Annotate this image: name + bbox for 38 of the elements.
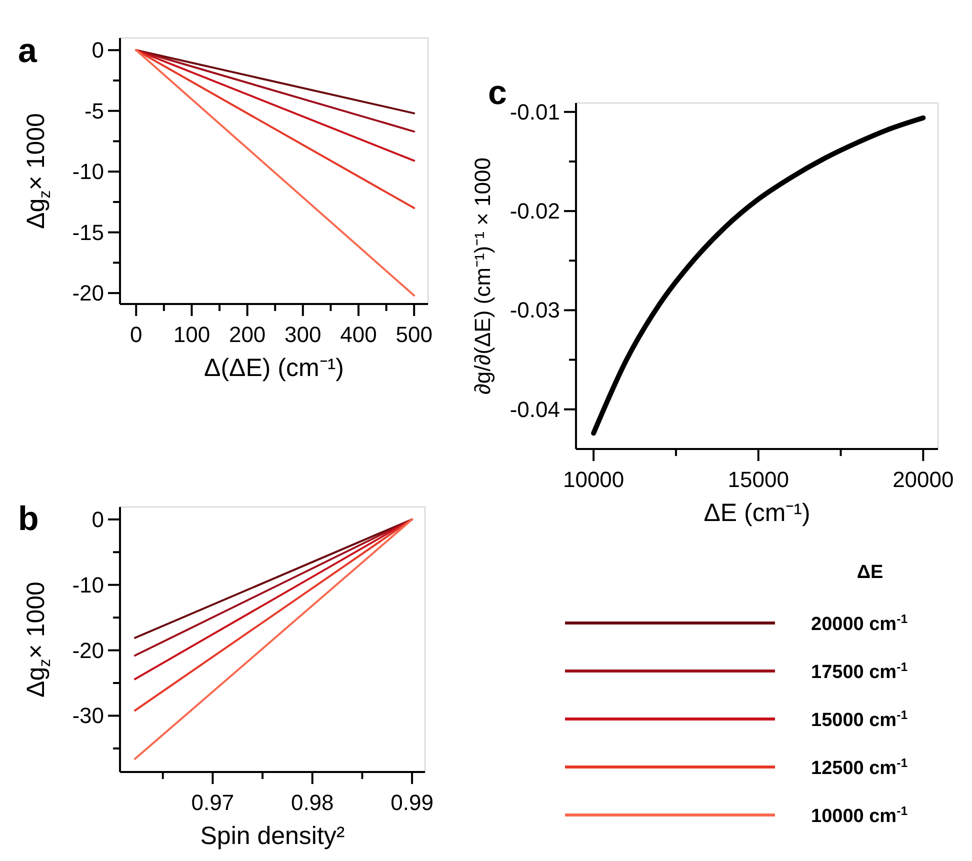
x-axis-title: Spin density² bbox=[200, 822, 345, 850]
x-tick-label: 400 bbox=[340, 322, 377, 347]
y-tick-label: -0.01 bbox=[510, 99, 560, 124]
text: 15000 cm$^{-1}$ bbox=[811, 708, 908, 731]
y-tick-label: -30 bbox=[72, 703, 104, 728]
y-tick-label: 0 bbox=[92, 506, 104, 532]
x-tick-label: 0.98 bbox=[290, 790, 334, 815]
y-tick-label: -10 bbox=[72, 159, 104, 184]
x-tick-label: 0.99 bbox=[390, 790, 434, 815]
legend-title: ΔE bbox=[856, 562, 884, 583]
y-tick-label: -0.04 bbox=[510, 396, 560, 422]
chart-title: a bbox=[18, 32, 38, 70]
y-tick-label: -15 bbox=[72, 220, 104, 245]
y-tick-label: -5 bbox=[84, 98, 104, 124]
x-tick-label: 200 bbox=[228, 322, 266, 347]
y-tick-label: -20 bbox=[72, 280, 104, 306]
x-axis-title: ΔE (cm⁻¹) bbox=[704, 499, 810, 527]
text: 12500 cm$^{-1}$ bbox=[811, 756, 908, 779]
x-tick-label: 10000 bbox=[562, 467, 624, 492]
y-axis-title: ∂g/∂(ΔE) (cm⁻¹)⁻¹ × 1000 bbox=[470, 158, 494, 394]
y-tick-label: -20 bbox=[72, 638, 104, 663]
text: 10000 cm$^{-1}$ bbox=[811, 804, 908, 827]
x-tick-label: 0.97 bbox=[191, 790, 234, 815]
y-tick-label: 0 bbox=[92, 38, 104, 63]
x-tick-label: 20000 bbox=[892, 467, 954, 492]
text: 17500 cm$^{-1}$ bbox=[811, 660, 908, 683]
text: 20000 cm$^{-1}$ bbox=[811, 612, 908, 635]
x-tick-label: 0 bbox=[130, 322, 142, 347]
chart-title: b bbox=[18, 500, 39, 538]
x-tick-label: 15000 bbox=[728, 467, 789, 492]
chart-title: c bbox=[488, 74, 507, 112]
x-tick-label: 500 bbox=[396, 322, 432, 347]
y-tick-label: -10 bbox=[72, 572, 104, 598]
x-tick-label: 300 bbox=[284, 322, 322, 347]
x-axis-title: Δ(ΔE) (cm⁻¹) bbox=[204, 354, 344, 382]
y-tick-label: -0.02 bbox=[510, 198, 560, 224]
x-tick-label: 100 bbox=[173, 322, 210, 347]
y-tick-label: -0.03 bbox=[510, 298, 560, 323]
